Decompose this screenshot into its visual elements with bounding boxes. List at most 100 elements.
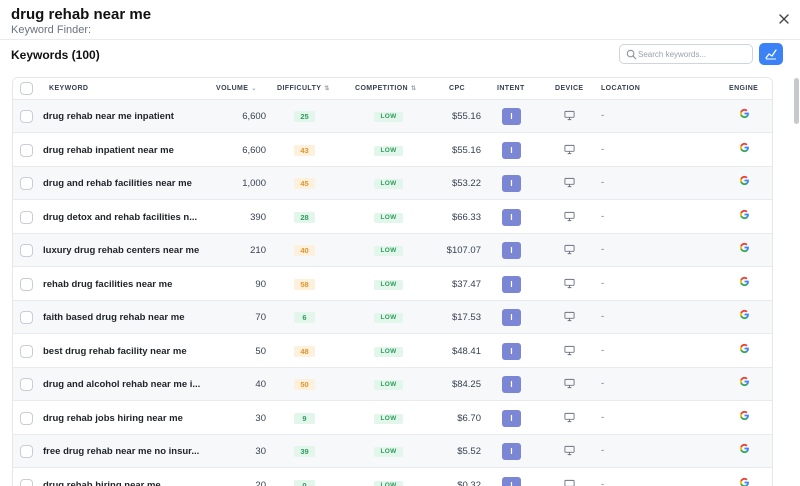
table-row[interactable]: faith based drug rehab near me 70 6 LOW $17.… — [13, 301, 772, 334]
desktop-icon — [564, 110, 575, 121]
google-icon — [739, 410, 749, 420]
google-icon — [739, 343, 749, 353]
column-header-keyword[interactable]: KEYWORD — [49, 85, 88, 92]
google-icon — [739, 209, 749, 219]
row-checkbox[interactable] — [20, 478, 33, 486]
intent-badge: I — [502, 108, 521, 125]
row-checkbox[interactable] — [20, 445, 33, 458]
cpc-cell: $37.47 — [451, 278, 481, 290]
volume-cell: 30 — [255, 412, 266, 424]
row-checkbox[interactable] — [20, 277, 33, 291]
column-header-location: LOCATION — [601, 85, 640, 92]
row-checkbox[interactable] — [20, 143, 33, 157]
table-row[interactable]: best drug rehab facility near me 50 48 LOW $… — [13, 334, 772, 368]
keyword-cell[interactable]: drug detox and rehab facilities n... — [43, 211, 198, 223]
location-cell: - — [601, 445, 605, 456]
desktop-icon — [564, 278, 575, 288]
table-row[interactable]: drug rehab jobs hiring near me 30 9 LOW $6.7… — [13, 401, 772, 435]
table-header: KEYWORD VOLUME ⌄ DIFFICULTY ⇅ COMPETITION ⇅… — [13, 78, 772, 100]
scrollbar[interactable] — [794, 78, 799, 124]
intent-badge: I — [502, 309, 521, 326]
table-row[interactable]: drug and rehab facilities near me 1,000 45… — [13, 167, 772, 200]
section-title: Keywords (100) — [11, 48, 100, 62]
column-header-difficulty[interactable]: DIFFICULTY ⇅ — [277, 85, 330, 92]
column-header-cpc[interactable]: CPC — [449, 85, 465, 92]
difficulty-badge: 50 — [294, 379, 315, 390]
location-cell: - — [601, 378, 605, 389]
volume-cell: 90 — [255, 278, 266, 290]
table-row[interactable]: drug rehab inpatient near me 6,600 43 LOW $5… — [13, 133, 772, 167]
sort-caret-icon: ⇅ — [411, 86, 417, 92]
desktop-icon — [564, 211, 575, 221]
keyword-cell[interactable]: drug rehab hiring near me — [43, 479, 161, 486]
row-checkbox[interactable] — [20, 411, 33, 425]
difficulty-badge: 39 — [294, 446, 315, 457]
cpc-cell: $48.41 — [451, 345, 481, 357]
table-row[interactable]: luxury drug rehab centers near me 210 40 LO… — [13, 234, 772, 267]
keyword-cell[interactable]: rehab drug facilities near me — [43, 278, 173, 290]
keyword-cell[interactable]: drug rehab near me inpatient — [43, 111, 174, 122]
select-all-checkbox[interactable] — [20, 82, 33, 95]
column-label: KEYWORD — [49, 85, 89, 92]
keyword-cell[interactable]: drug and alcohol rehab near me i... — [43, 379, 201, 390]
table-row[interactable]: free drug rehab near me no insur... 30 39 L… — [13, 435, 772, 468]
column-label: ENGINE — [729, 85, 759, 92]
row-checkbox[interactable] — [20, 344, 33, 358]
keyword-cell[interactable]: drug rehab jobs hiring near me — [43, 412, 183, 424]
competition-badge: LOW — [374, 112, 403, 122]
row-checkbox[interactable] — [20, 177, 33, 190]
row-checkbox[interactable] — [20, 311, 33, 324]
desktop-icon — [564, 244, 575, 255]
table-row[interactable]: rehab drug facilities near me 90 58 LOW $37.… — [13, 267, 772, 301]
modal-title: drug rehab near me — [11, 6, 152, 23]
column-label: LOCATION — [601, 85, 641, 92]
location-cell: - — [601, 210, 605, 222]
column-label: COMPETITION — [355, 85, 409, 92]
keyword-cell[interactable]: best drug rehab facility near me — [43, 345, 187, 357]
table-row[interactable]: drug and alcohol rehab near me i... 40 50 L… — [13, 368, 772, 401]
difficulty-badge: 6 — [294, 312, 315, 323]
column-header-volume[interactable]: VOLUME ⌄ — [216, 85, 257, 92]
table-row[interactable]: drug rehab near me inpatient 6,600 25 LOW $5… — [13, 100, 772, 133]
table-row[interactable]: drug rehab hiring near me 20 0 LOW $0.32 I - — [13, 468, 772, 486]
keyword-cell[interactable]: drug and rehab facilities near me — [43, 178, 192, 189]
cpc-cell: $66.33 — [451, 211, 481, 223]
intent-badge: I — [502, 443, 521, 460]
keyword-cell[interactable]: faith based drug rehab near me — [43, 312, 185, 323]
google-icon — [739, 443, 749, 454]
location-cell: - — [601, 143, 605, 155]
search-box[interactable] — [619, 44, 753, 64]
row-checkbox[interactable] — [20, 244, 33, 257]
row-checkbox[interactable] — [20, 110, 33, 123]
intent-badge: I — [502, 242, 521, 259]
search-icon — [626, 49, 637, 60]
location-cell: - — [601, 311, 605, 322]
google-icon — [739, 477, 749, 486]
keyword-cell[interactable]: free drug rehab near me no insur... — [43, 446, 200, 457]
google-icon — [739, 175, 749, 186]
volume-cell: 6,600 — [242, 144, 266, 156]
google-icon — [739, 242, 749, 253]
keyword-cell[interactable]: luxury drug rehab centers near me — [43, 245, 200, 256]
desktop-icon — [564, 311, 575, 322]
row-checkbox[interactable] — [20, 378, 33, 391]
close-button[interactable] — [776, 11, 792, 27]
column-label: DEVICE — [555, 85, 584, 92]
location-cell: - — [601, 110, 605, 121]
row-checkbox[interactable] — [20, 210, 33, 224]
competition-badge: LOW — [374, 380, 403, 390]
google-icon — [739, 376, 749, 387]
table-row[interactable]: drug detox and rehab facilities n... 390 2… — [13, 200, 772, 234]
search-input[interactable] — [638, 47, 750, 62]
column-header-competition[interactable]: COMPETITION ⇅ — [355, 85, 416, 92]
desktop-icon — [564, 345, 575, 355]
keyword-cell[interactable]: drug rehab inpatient near me — [43, 144, 174, 156]
competition-badge: LOW — [374, 212, 403, 223]
close-icon — [779, 14, 789, 24]
column-label: INTENT — [497, 85, 525, 92]
cpc-cell: $53.22 — [451, 178, 481, 189]
location-cell: - — [601, 478, 605, 486]
column-header-engine: ENGINE — [729, 85, 758, 92]
column-label: CPC — [449, 85, 465, 92]
chart-button[interactable] — [759, 43, 783, 65]
